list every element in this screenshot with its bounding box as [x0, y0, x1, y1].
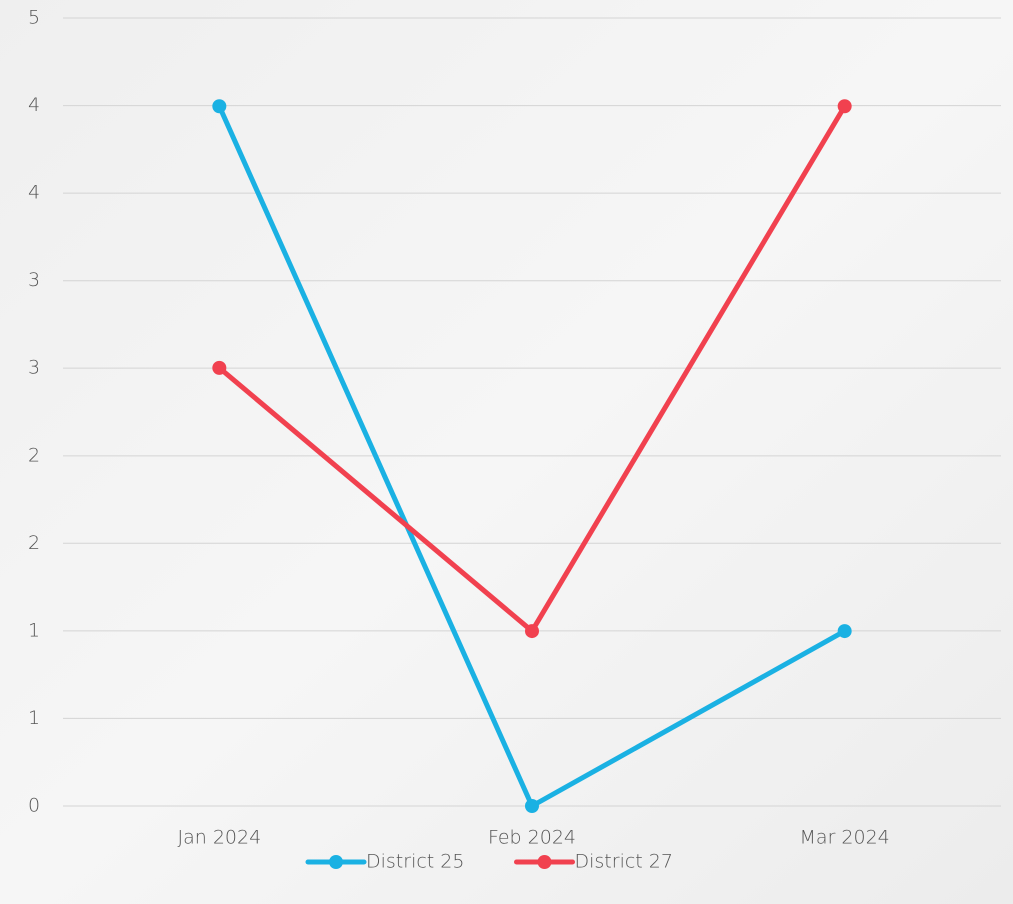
chart: 0 1 1 2 2 3 3 4 4 5 Jan 2024 Feb 2024 Mar 2024 Distri…: [0, 0, 1013, 904]
y-tick-label: 3: [28, 269, 40, 291]
data-point: [525, 799, 539, 813]
y-tick-label: 1: [28, 707, 40, 729]
x-tick-label: Feb 2024: [488, 827, 576, 849]
y-tick-label: 3: [28, 357, 40, 379]
y-tick-label: 0: [28, 795, 40, 817]
y-tick-label: 5: [28, 7, 40, 29]
y-tick-label: 2: [28, 444, 40, 466]
data-point: [838, 99, 852, 113]
y-tick-label: 1: [28, 619, 40, 641]
data-point: [212, 99, 226, 113]
page: {"chart_data": {"type": "line", "categor…: [0, 0, 1013, 904]
data-point: [212, 361, 226, 375]
legend-marker: [329, 855, 343, 869]
data-point: [838, 624, 852, 638]
y-tick-label: 2: [28, 532, 40, 554]
x-tick-label: Mar 2024: [800, 827, 890, 849]
legend-label: District 25: [366, 851, 464, 873]
y-tick-label: 4: [28, 182, 40, 204]
legend-label: District 27: [575, 851, 673, 873]
y-tick-label: 4: [28, 94, 40, 116]
data-point: [525, 624, 539, 638]
background: [0, 0, 1013, 904]
legend-marker: [538, 855, 552, 869]
x-tick-label: Jan 2024: [177, 827, 261, 849]
